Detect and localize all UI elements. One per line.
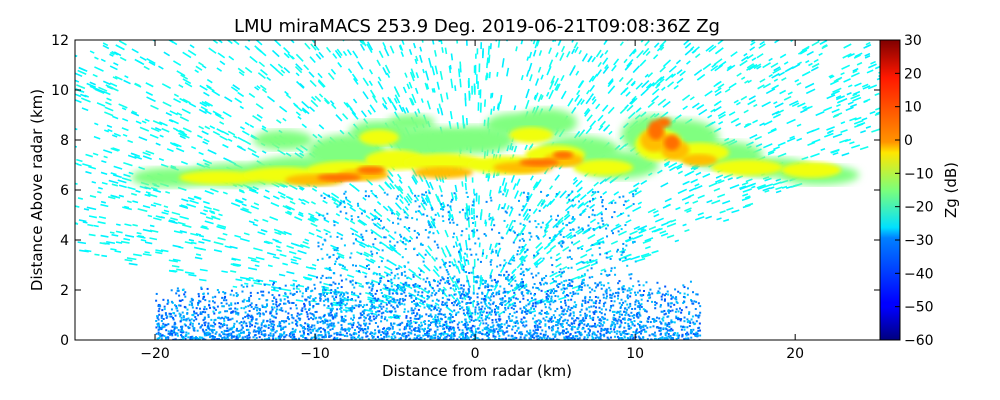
y-tick-label: 6	[60, 183, 69, 199]
colorbar-label: Zg (dB)	[942, 162, 960, 218]
colorbar: −60 −50 −40 −30 −20 −10 0 10 20 30 Zg (dB)	[879, 33, 960, 349]
x-tick-label: −10	[300, 346, 330, 362]
x-tick-label: 10	[626, 346, 644, 362]
plot-area	[75, 40, 880, 340]
colorbar-tick-label: −40	[904, 266, 934, 282]
colorbar-tick-label: −20	[904, 200, 934, 216]
y-axis: 0 2 4 6 8 10 12	[51, 33, 880, 349]
x-tick-label: 0	[471, 346, 480, 362]
y-tick-label: 0	[60, 333, 69, 349]
colorbar-tick-label: 20	[904, 66, 922, 82]
noise-speckle	[75, 40, 880, 337]
colorbar-tick-label: 0	[904, 133, 913, 149]
chart-title: LMU miraMACS 253.9 Deg. 2019-06-21T09:08…	[234, 16, 720, 37]
colorbar-ticks: −60 −50 −40 −30 −20 −10 0 10 20 30	[895, 33, 934, 349]
cloud-layer	[131, 108, 860, 188]
colorbar-scale	[879, 39, 901, 341]
y-tick-label: 2	[60, 283, 69, 299]
colorbar-tick-label: −50	[904, 300, 934, 316]
x-tick-label: −20	[140, 346, 170, 362]
y-tick-label: 12	[51, 33, 69, 49]
colorbar-tick-label: −10	[904, 166, 934, 182]
colorbar-tick-label: −30	[904, 233, 934, 249]
x-tick-label: 20	[786, 346, 804, 362]
y-tick-label: 4	[60, 233, 69, 249]
x-axis-label: Distance from radar (km)	[382, 362, 572, 380]
x-axis: −20 −10 0 10 20	[140, 40, 804, 362]
boundary-layer-echo	[155, 190, 702, 340]
y-tick-label: 10	[51, 83, 69, 99]
colorbar-tick-label: −60	[904, 333, 934, 349]
reflectivity-heatmap	[75, 40, 880, 340]
y-tick-label: 8	[60, 133, 69, 149]
colorbar-tick-label: 10	[904, 100, 922, 116]
colorbar-tick-label: 30	[904, 33, 922, 49]
y-axis-label: Distance Above radar (km)	[28, 89, 46, 291]
